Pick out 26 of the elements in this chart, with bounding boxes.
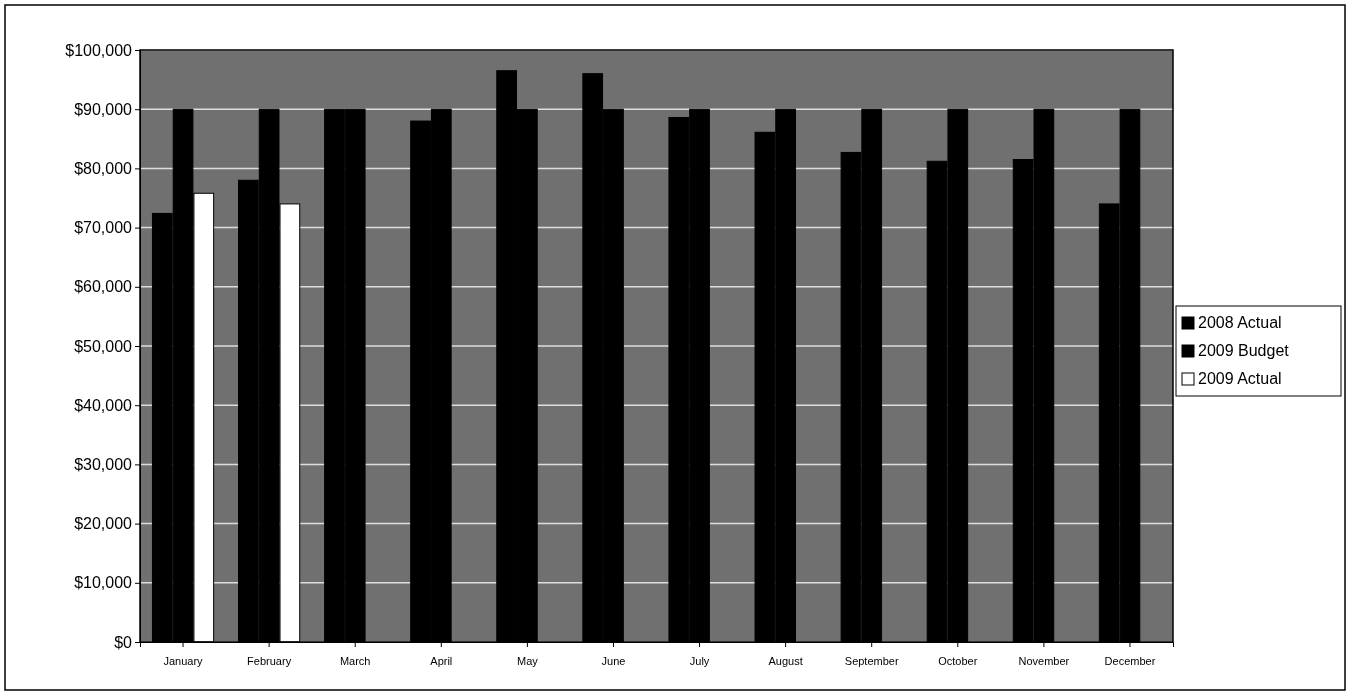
y-tick-label: $70,000 — [74, 219, 133, 237]
legend-label: 2009 Actual — [1198, 370, 1282, 387]
x-tick-label: March — [339, 655, 371, 668]
legend-label: 2009 Budget — [1198, 342, 1290, 359]
x-tick-label: February — [247, 655, 292, 668]
x-tick-label: April — [430, 655, 453, 668]
y-tick-label: $20,000 — [74, 515, 133, 533]
x-tick-label: September — [844, 655, 899, 668]
y-tick-label: $100,000 — [65, 41, 133, 59]
x-tick-label: July — [689, 655, 710, 668]
y-tick-label: $30,000 — [74, 456, 133, 474]
y-tick-label: $80,000 — [74, 160, 133, 178]
x-tick-label: June — [601, 655, 626, 668]
y-tick-label: $40,000 — [74, 396, 133, 414]
x-tick-label: May — [516, 655, 539, 668]
x-tick-label: November — [1018, 655, 1070, 668]
y-tick-label: $50,000 — [74, 337, 133, 355]
x-tick-label: December — [1104, 655, 1156, 668]
legend-label: 2008 Actual — [1198, 314, 1282, 331]
y-tick-label: $10,000 — [74, 574, 133, 592]
y-tick-label: $60,000 — [74, 278, 133, 296]
x-tick-label: January — [163, 655, 204, 668]
y-tick-label: $90,000 — [74, 100, 133, 118]
x-tick-label: August — [768, 655, 803, 668]
y-tick-label: $0 — [114, 633, 133, 651]
x-tick-label: October — [938, 655, 978, 668]
